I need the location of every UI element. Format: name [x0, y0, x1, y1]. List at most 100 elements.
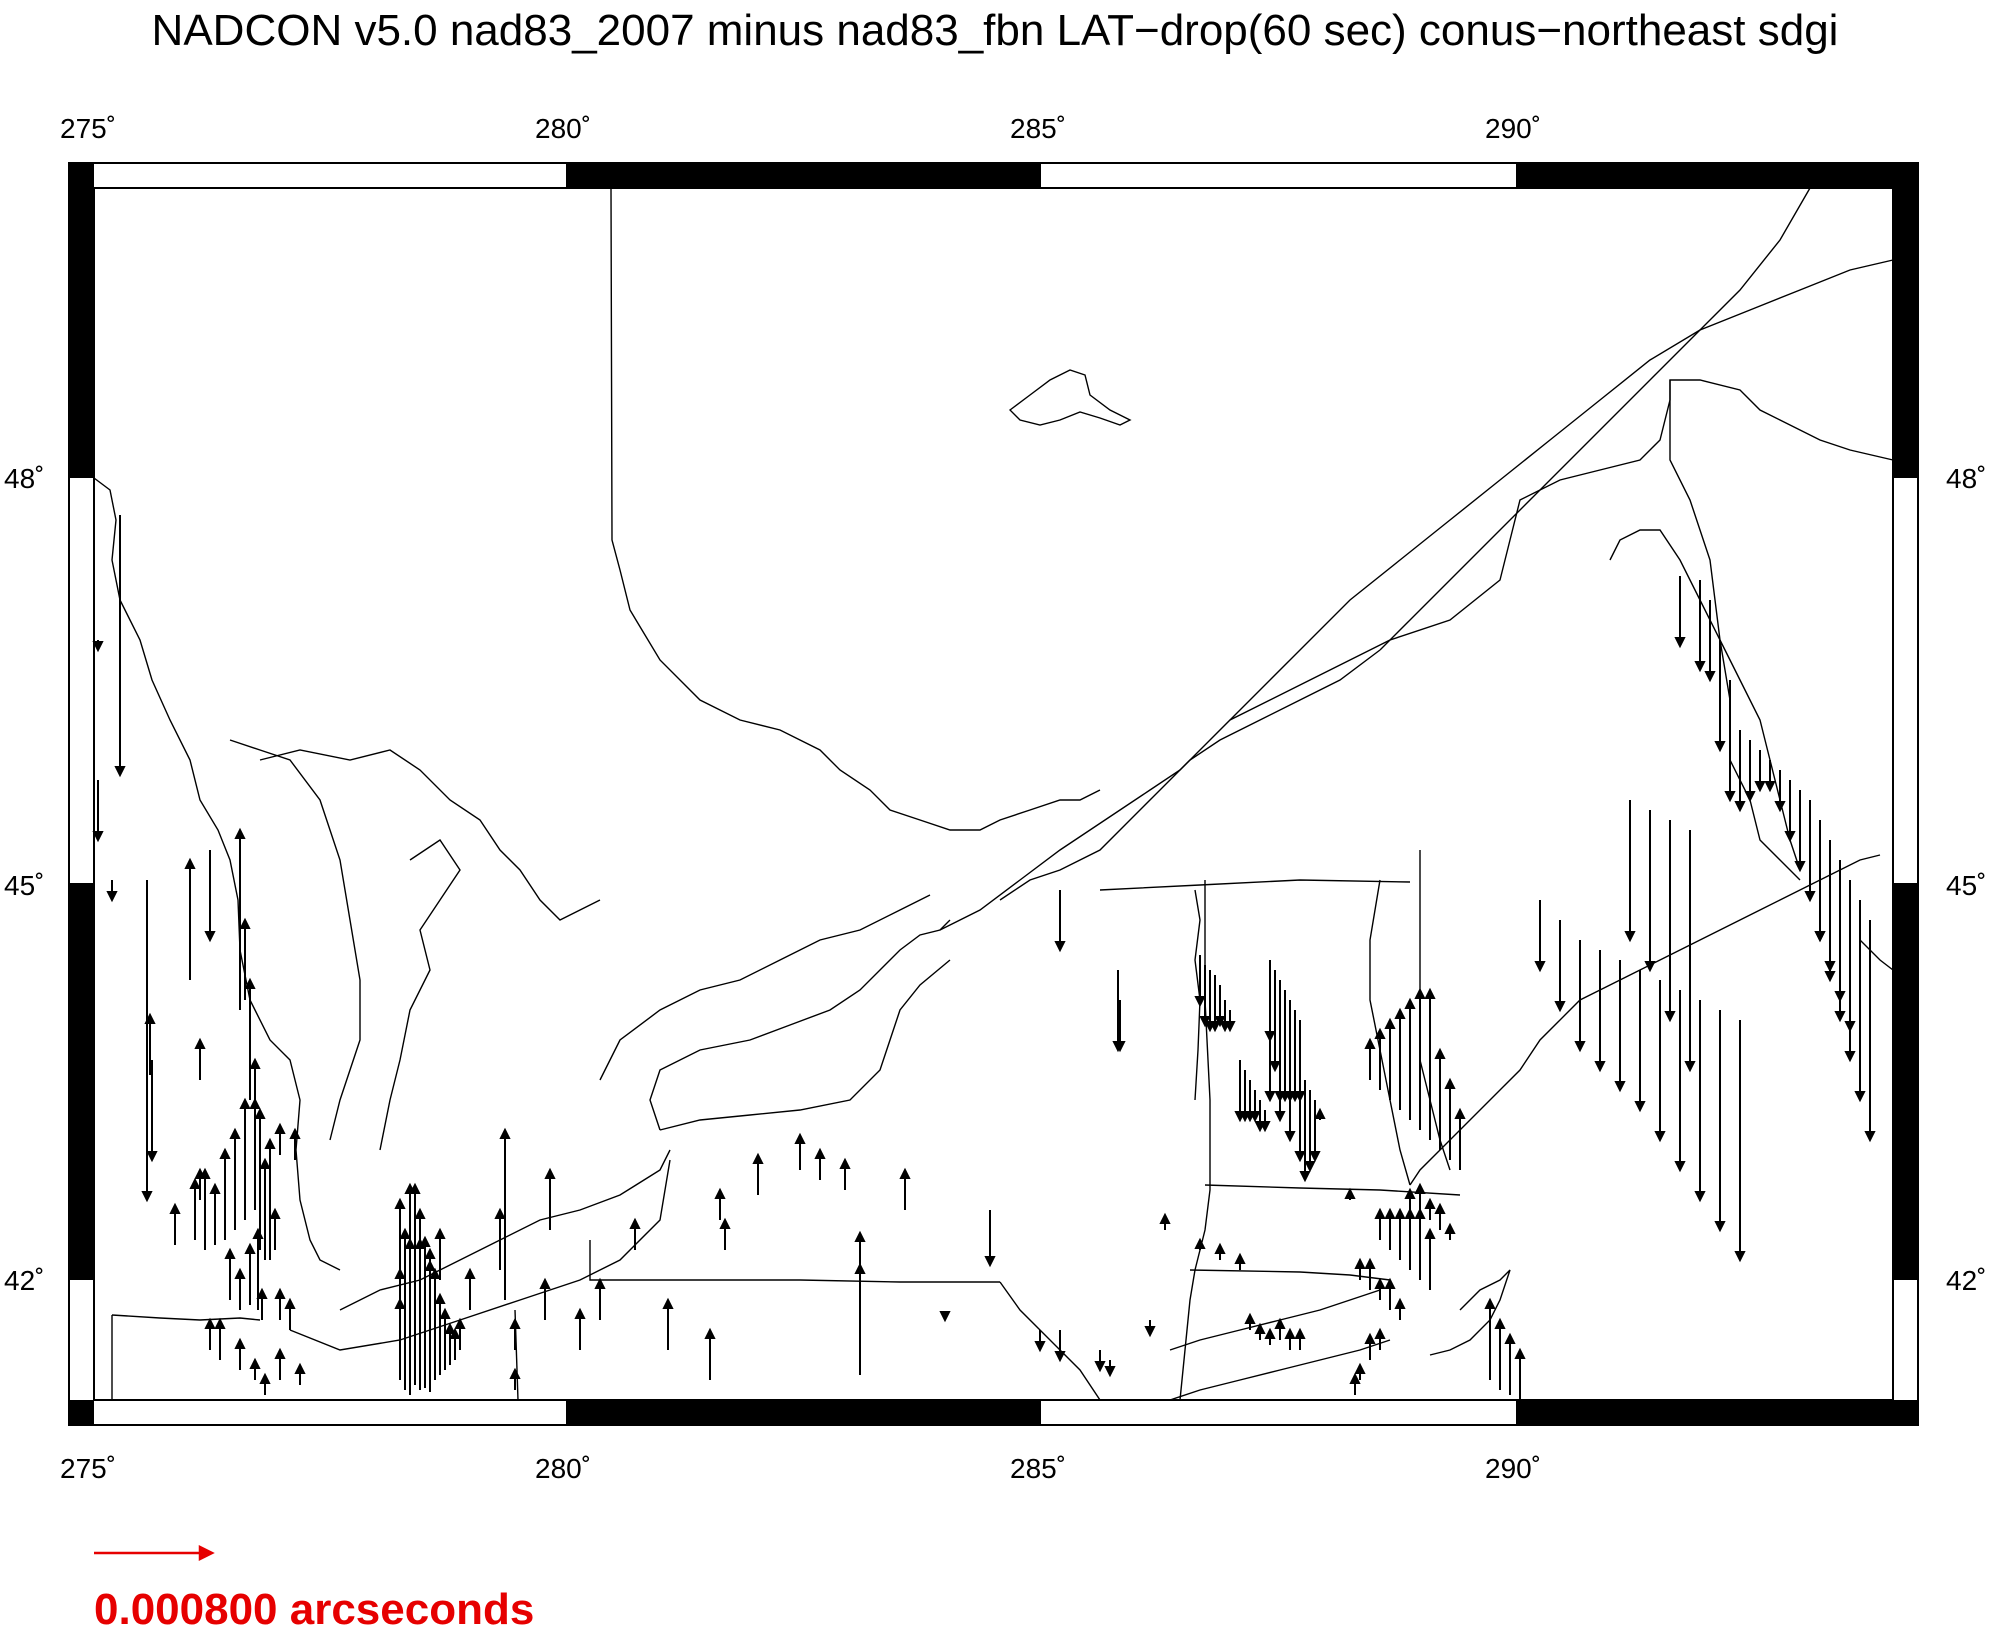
- st-lawrence-river: [999, 649, 1381, 901]
- vector-arrow: [141, 880, 153, 1203]
- vector-arrow: [544, 1167, 556, 1230]
- vector-arrow: [1264, 1040, 1276, 1103]
- vector-arrow: [229, 1127, 241, 1230]
- vector-arrow: [1764, 760, 1776, 793]
- vector-arrow: [1644, 810, 1656, 973]
- vector-arrow: [204, 1317, 216, 1350]
- vector-arrow: [1209, 975, 1221, 1033]
- vector-arrow: [1269, 970, 1281, 1073]
- vector-arrow: [414, 1207, 426, 1390]
- vector-arrow: [256, 1287, 268, 1320]
- x-tick-bottom-285: 285˚: [1010, 1453, 1066, 1484]
- vector-arrow: [1754, 750, 1766, 793]
- st-lawrence-south-shore: [1229, 259, 1894, 721]
- legend-scale-label: 0.000800 arcseconds: [94, 1585, 535, 1634]
- vector-arrow: [1199, 965, 1211, 1028]
- ny-quebec-border: [1099, 879, 1411, 891]
- st-lawrence-upper: [939, 639, 1391, 931]
- nova-scotia: [1859, 939, 1894, 971]
- quebec-border: [1389, 379, 1894, 641]
- vector-arrow: [1299, 1080, 1311, 1183]
- vector-arrow: [1724, 680, 1736, 803]
- vector-arrow: [1144, 1320, 1156, 1338]
- vector-arrow: [254, 1107, 266, 1250]
- vector-arrow: [239, 917, 251, 1000]
- vector-arrow: [1289, 1010, 1301, 1103]
- vector-arrow: [1224, 1010, 1236, 1033]
- vector-arrow: [214, 1317, 226, 1360]
- vector-arrow: [1394, 1297, 1406, 1320]
- x-tick-bottom-290: 290˚: [1485, 1453, 1541, 1484]
- ottawa-river: [610, 187, 1101, 831]
- vector-arrow: [854, 1262, 866, 1375]
- vector-arrow: [1634, 970, 1646, 1113]
- vector-arrow: [1714, 1010, 1726, 1233]
- vector-arrow: [394, 1197, 406, 1380]
- vector-arrow: [146, 1060, 158, 1163]
- vector-arrow: [1309, 1100, 1321, 1163]
- vector-arrow: [199, 1167, 211, 1250]
- y-tick-right-45: 45˚: [1946, 870, 1986, 901]
- vector-arrow: [1514, 1347, 1526, 1400]
- vector-arrow: [1674, 576, 1686, 649]
- vector-arrow: [169, 1202, 181, 1245]
- vector-arrow: [1424, 987, 1436, 1140]
- nh-me-border: [1419, 850, 1451, 1171]
- vector-arrow: [1054, 890, 1066, 953]
- vector-arrow: [1434, 1047, 1446, 1150]
- vector-arrow: [1349, 1372, 1361, 1395]
- vector-arrow: [1294, 1327, 1306, 1350]
- vector-arrow: [1284, 1060, 1296, 1143]
- vector-arrow: [1264, 960, 1276, 1043]
- vector-arrow: [1814, 860, 1826, 943]
- vector-arrow: [1264, 1327, 1276, 1345]
- vector-arrow: [1279, 990, 1291, 1103]
- vector-arrow: [1274, 1050, 1286, 1123]
- vector-arrow: [499, 1127, 511, 1300]
- vector-arrow: [1784, 780, 1796, 843]
- lake-ontario-shore: [649, 919, 951, 1131]
- vector-arrow: [1484, 1297, 1496, 1380]
- vector-arrow: [1834, 880, 1846, 1003]
- vector-arrow: [1104, 1360, 1116, 1378]
- vector-arrow: [114, 515, 126, 778]
- huron-east-shore: [229, 739, 361, 1141]
- vector-arrow: [1424, 1197, 1436, 1220]
- vector-arrow: [1744, 740, 1756, 803]
- vector-arrow: [1554, 920, 1566, 1013]
- vector-arrow: [1534, 900, 1546, 973]
- vector-arrow: [249, 1097, 261, 1180]
- vector-arrow: [1414, 1182, 1426, 1215]
- vector-arrow: [1404, 1207, 1416, 1270]
- vector-arrow: [289, 1127, 301, 1160]
- vector-arrow: [189, 1177, 201, 1240]
- vector-arrow: [1284, 1327, 1296, 1350]
- vector-arrow: [1054, 1330, 1066, 1363]
- vector-arrow: [1374, 1027, 1386, 1090]
- vector-arrow: [1234, 1252, 1246, 1270]
- vector-arrow: [239, 1097, 251, 1220]
- long-island-sound: [1169, 1289, 1381, 1351]
- map-title: NADCON v5.0 nad83_2007 minus nad83_fbn L…: [151, 6, 1839, 55]
- vector-arrow: [434, 1227, 446, 1280]
- vector-arrow: [1384, 1017, 1396, 1100]
- vector-arrow: [1854, 900, 1866, 1103]
- vector-arrow: [92, 780, 104, 843]
- lake-erie-south-shore: [289, 1159, 671, 1351]
- vector-arrow: [399, 1227, 411, 1390]
- vector-arrow: [1304, 1090, 1316, 1173]
- vector-arrow: [1344, 1187, 1356, 1200]
- vector-arrow: [1664, 820, 1676, 1023]
- vector-arrow: [1259, 1110, 1271, 1133]
- vector-arrow: [1614, 960, 1626, 1093]
- vector-arrow: [719, 1217, 731, 1250]
- vector-arrow: [1844, 890, 1856, 1033]
- vector-arrow: [662, 1297, 674, 1350]
- y-tick-left-42: 42˚: [4, 1265, 44, 1296]
- vector-arrow: [1414, 1207, 1426, 1280]
- vector-arrow: [144, 1012, 156, 1075]
- vector-arrow: [294, 1362, 306, 1385]
- vector-arrow: [1824, 870, 1836, 973]
- vector-arrow: [204, 850, 216, 943]
